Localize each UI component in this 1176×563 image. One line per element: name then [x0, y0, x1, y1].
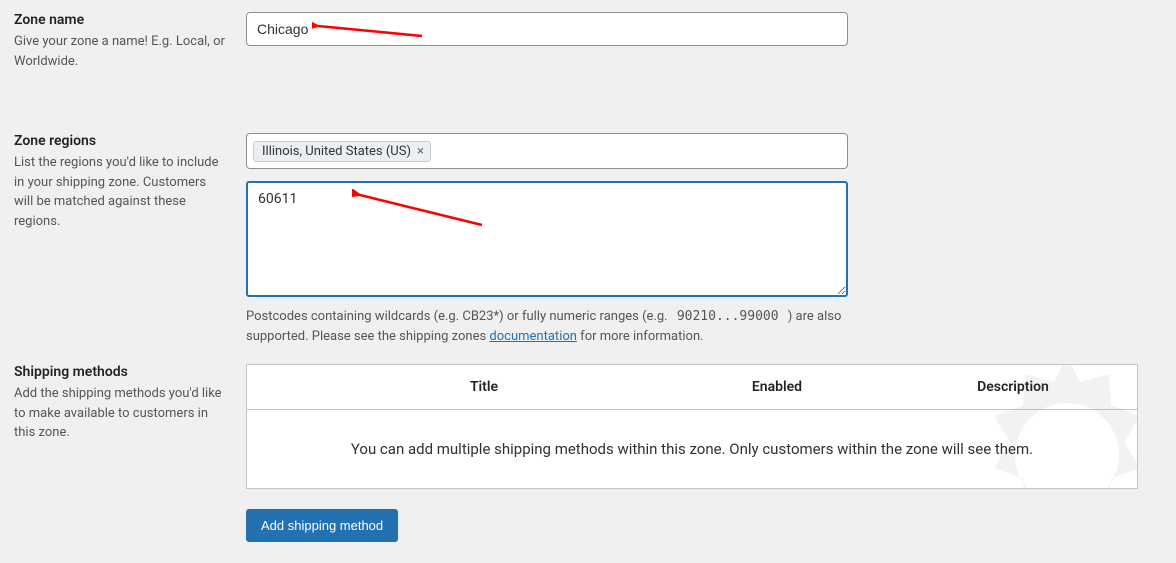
remove-chip-icon[interactable]: × [417, 144, 424, 159]
add-shipping-method-button[interactable]: Add shipping method [246, 509, 398, 542]
zone-regions-select[interactable]: Illinois, United States (US) × [246, 133, 848, 169]
help-code: 90210...99000 [671, 307, 785, 326]
region-chip-label: Illinois, United States (US) [262, 144, 411, 159]
zone-name-row: Zone name Give your zone a name! E.g. Lo… [14, 12, 1156, 71]
postcodes-help-text: Postcodes containing wildcards (e.g. CB2… [246, 307, 896, 346]
zone-regions-label: Zone regions [14, 133, 226, 149]
region-chip: Illinois, United States (US) × [253, 141, 431, 162]
shipping-methods-description: Add the shipping methods you'd like to m… [14, 384, 226, 443]
shipping-methods-table: Title Enabled Description You can add mu… [246, 364, 1138, 489]
documentation-link[interactable]: documentation [489, 329, 577, 344]
zone-name-input[interactable] [246, 12, 848, 46]
shipping-methods-label: Shipping methods [14, 364, 226, 380]
zone-name-description: Give your zone a name! E.g. Local, or Wo… [14, 32, 226, 71]
shipping-methods-row: Shipping methods Add the shipping method… [14, 364, 1156, 542]
help-suffix: for more information. [577, 329, 704, 344]
postcodes-textarea[interactable] [246, 181, 848, 297]
col-title: Title [303, 365, 665, 409]
col-enabled: Enabled [665, 365, 889, 409]
zone-regions-description: List the regions you'd like to include i… [14, 153, 226, 231]
table-placeholder: You can add multiple shipping methods wi… [247, 410, 1137, 488]
col-sort [247, 365, 303, 409]
zone-regions-row: Zone regions List the regions you'd like… [14, 133, 1156, 346]
help-prefix: Postcodes containing wildcards (e.g. CB2… [246, 309, 671, 324]
zone-name-label: Zone name [14, 12, 226, 28]
